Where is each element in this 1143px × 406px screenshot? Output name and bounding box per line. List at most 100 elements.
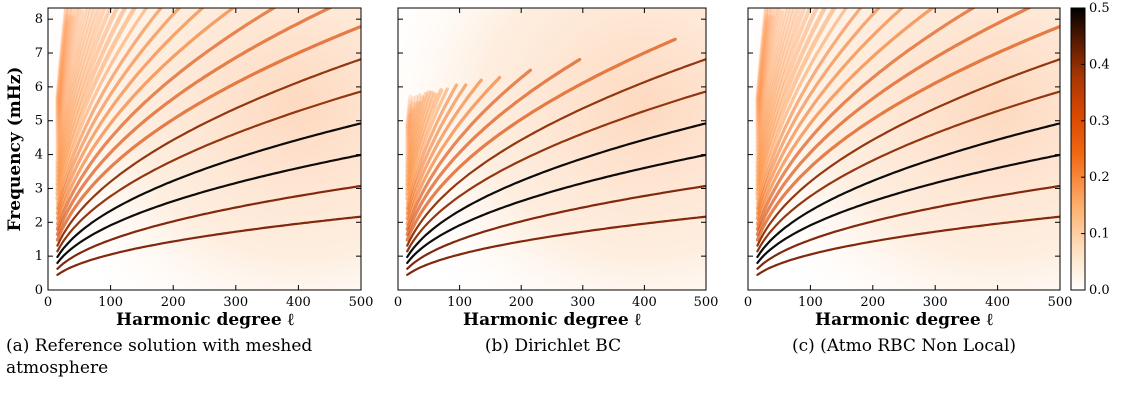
plot-frame-b: [397, 7, 707, 291]
y-tick-label: 4: [35, 148, 43, 163]
ridge-n38: [755, 8, 769, 105]
ridge-n13: [55, 8, 149, 205]
ridge-n32: [755, 14, 772, 125]
panel-b: 0 100 200 300 400 500 Harmonic degree ℓ: [394, 7, 719, 330]
ridge-n38: [55, 8, 69, 105]
ridge-n19: [755, 8, 802, 177]
ridge-n18: [405, 91, 428, 182]
x-tick-label: 0: [44, 295, 52, 310]
ridge-n1: [406, 184, 706, 270]
x-tick-label: 300: [570, 295, 595, 310]
ridge-n0: [406, 215, 706, 276]
caption-c: (c) (Atmo RBC Non Local): [791, 336, 1017, 356]
y-tick-label: 6: [35, 80, 43, 95]
x-tick-label: 0: [394, 295, 402, 310]
caption-a: (a) Reference solution with meshed atmos…: [6, 336, 313, 378]
ridge-n14: [755, 8, 837, 201]
x-tick-label: 400: [286, 295, 311, 310]
plot-frame-c: [747, 7, 1061, 291]
ridge-n36: [755, 14, 769, 111]
ridge-n32: [55, 14, 72, 125]
x-axis-b: 0 100 200 300 400 500: [394, 8, 719, 310]
ridge-n15: [55, 8, 128, 196]
ridge-n7: [405, 57, 582, 237]
colorbar: 0.0 0.1 0.2 0.3 0.4 0.5: [1070, 1, 1110, 298]
ridge-n28: [55, 8, 79, 140]
ridge-n5: [756, 58, 1060, 247]
ridge-n26: [405, 95, 416, 148]
ridge-n4: [406, 90, 706, 253]
ridge-n18: [755, 8, 807, 182]
y-tick-label: 1: [35, 249, 43, 264]
y-axis-a: 0 1 2 3 4 5 6 7 8: [35, 12, 361, 298]
heatmap-c: [748, 8, 1060, 290]
colorbar-tick-label: 0.5: [1089, 1, 1110, 16]
y-tick-label: 7: [35, 46, 43, 61]
ridge-n13: [755, 8, 848, 205]
ridge-n17: [55, 8, 113, 187]
ridge-n16: [55, 8, 120, 191]
panel-a: 0 100 200 300 400 500 0 1 2 3 4 5 6 7 8 Harmonic degr…: [5, 7, 373, 330]
caption-b: (b) Dirichlet BC: [484, 336, 622, 356]
ridge-n29: [405, 103, 413, 136]
x-tick-label: 0: [744, 295, 752, 310]
ridge-n26: [55, 8, 82, 148]
ridge-n14: [405, 88, 444, 201]
ridge-n39: [55, 8, 68, 101]
ridge-n18: [55, 8, 107, 182]
ridge-n17: [755, 8, 813, 187]
x-axis-label-b: Harmonic degree ℓ: [463, 310, 642, 330]
x-tick-label: 500: [694, 295, 719, 310]
ridge-n29: [55, 15, 76, 136]
ridge-n8: [55, 8, 277, 231]
ridge-n35: [55, 20, 69, 115]
heatmap-haze: [398, 8, 706, 290]
x-tick-label: 300: [223, 295, 248, 310]
x-tick-label: 200: [509, 295, 534, 310]
ridge-n7: [55, 8, 334, 237]
ridge-n25: [755, 8, 784, 152]
ridge-n10: [755, 8, 905, 221]
colorbar-gradient: [1070, 7, 1086, 291]
ridge-n6: [55, 24, 361, 242]
colorbar-tick-label: 0.0: [1089, 283, 1110, 298]
plot-frame-a: [47, 7, 362, 291]
ridge-n34: [755, 8, 772, 118]
ridge-n11: [405, 83, 468, 215]
ridge-n25: [405, 101, 416, 152]
ridge-n37: [755, 8, 769, 108]
heatmap-b: [398, 8, 706, 290]
ridge-n11: [755, 8, 881, 215]
ridge-n0: [756, 215, 1060, 276]
ridge-n21: [405, 93, 422, 169]
ridge-n11: [55, 8, 182, 215]
colorbar-tick-label: 0.2: [1089, 170, 1110, 185]
ridge-n31: [755, 8, 775, 129]
ridge-n36: [55, 14, 69, 111]
ridge-n3: [56, 122, 361, 259]
y-axis-b: [398, 18, 706, 291]
ridge-n31: [55, 8, 75, 129]
ridge-n20: [755, 8, 798, 173]
ridge-n19: [55, 8, 102, 177]
ridge-n7: [755, 8, 1033, 237]
ridge-n24: [55, 10, 85, 156]
ridge-n4: [56, 90, 361, 253]
ridge-n1: [756, 184, 1060, 270]
x-axis-a: 0 100 200 300 400 500: [44, 8, 373, 310]
y-tick-label: 5: [35, 114, 43, 129]
x-tick-label: 500: [1048, 295, 1073, 310]
ridge-n8: [405, 68, 532, 231]
colorbar-tick-label: 0.1: [1089, 227, 1110, 242]
ridge-n26: [755, 8, 782, 148]
ridge-n20: [405, 100, 422, 173]
ridge-n28: [755, 8, 779, 140]
ridge-n12: [55, 8, 163, 210]
x-tick-label: 100: [98, 295, 123, 310]
ridge-n10: [55, 8, 205, 221]
y-tick-label: 0: [35, 283, 43, 298]
x-tick-label: 200: [161, 295, 186, 310]
x-axis-c: 0 100 200 300 400 500: [744, 8, 1073, 310]
colorbar-ticks: 0.0 0.1 0.2 0.3 0.4 0.5: [1081, 1, 1110, 298]
